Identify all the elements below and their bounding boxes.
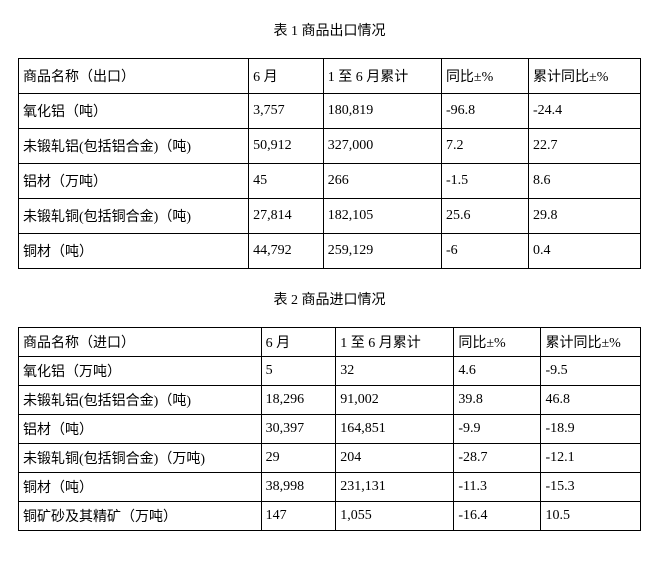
table-cell: 25.6 <box>441 199 528 234</box>
col-header: 累计同比±% <box>529 59 641 94</box>
table-cell: 266 <box>323 164 441 199</box>
table-cell: 38,998 <box>261 473 336 502</box>
table-cell: -9.5 <box>541 357 641 386</box>
table-cell: -6 <box>441 234 528 269</box>
col-header: 1 至 6 月累计 <box>323 59 441 94</box>
col-header: 商品名称（进口） <box>19 328 262 357</box>
table-cell: 未锻轧铜(包括铜合金)（万吨) <box>19 444 262 473</box>
table-cell: 18,296 <box>261 386 336 415</box>
table-cell: -16.4 <box>454 502 541 531</box>
table-cell: 164,851 <box>336 415 454 444</box>
table-row: 未锻轧铜(包括铜合金)（万吨)29204-28.7-12.1 <box>19 444 641 473</box>
table-cell: 氧化铝（万吨） <box>19 357 262 386</box>
table-cell: 44,792 <box>249 234 324 269</box>
table-row: 铝材（万吨）45266-1.58.6 <box>19 164 641 199</box>
table-cell: 231,131 <box>336 473 454 502</box>
table-cell: -15.3 <box>541 473 641 502</box>
export-table-body: 氧化铝（吨）3,757180,819-96.8-24.4未锻轧铝(包括铝合金)（… <box>19 94 641 269</box>
table-cell: 铜矿砂及其精矿（万吨） <box>19 502 262 531</box>
table-cell: 10.5 <box>541 502 641 531</box>
table-row: 铜矿砂及其精矿（万吨）1471,055-16.410.5 <box>19 502 641 531</box>
table-cell: -96.8 <box>441 94 528 129</box>
table-cell: 45 <box>249 164 324 199</box>
import-table: 商品名称（进口） 6 月 1 至 6 月累计 同比±% 累计同比±% 氧化铝（万… <box>18 327 641 531</box>
table-cell: -12.1 <box>541 444 641 473</box>
export-table: 商品名称（出口） 6 月 1 至 6 月累计 同比±% 累计同比±% 氧化铝（吨… <box>18 58 641 269</box>
table-cell: 50,912 <box>249 129 324 164</box>
table-cell: 铝材（万吨） <box>19 164 249 199</box>
table-cell: 29 <box>261 444 336 473</box>
table-cell: 7.2 <box>441 129 528 164</box>
col-header: 商品名称（出口） <box>19 59 249 94</box>
table-cell: 327,000 <box>323 129 441 164</box>
table-cell: 5 <box>261 357 336 386</box>
table-cell: -1.5 <box>441 164 528 199</box>
table-cell: 氧化铝（吨） <box>19 94 249 129</box>
table-cell: 27,814 <box>249 199 324 234</box>
table-cell: 未锻轧铜(包括铜合金)（吨) <box>19 199 249 234</box>
table-cell: 180,819 <box>323 94 441 129</box>
import-table-title: 表 2 商品进口情况 <box>18 289 641 309</box>
table-cell: -18.9 <box>541 415 641 444</box>
table-cell: 1,055 <box>336 502 454 531</box>
table-cell: 铜材（吨） <box>19 234 249 269</box>
table-cell: 182,105 <box>323 199 441 234</box>
table-row: 未锻轧铜(包括铜合金)（吨)27,814182,10525.629.8 <box>19 199 641 234</box>
table-cell: 8.6 <box>529 164 641 199</box>
table-row: 铝材（吨）30,397164,851-9.9-18.9 <box>19 415 641 444</box>
export-table-title: 表 1 商品出口情况 <box>18 20 641 40</box>
table-cell: 未锻轧铝(包括铝合金)（吨) <box>19 386 262 415</box>
table-cell: 22.7 <box>529 129 641 164</box>
table-cell: -24.4 <box>529 94 641 129</box>
table-cell: 铝材（吨） <box>19 415 262 444</box>
table-cell: 3,757 <box>249 94 324 129</box>
col-header: 同比±% <box>454 328 541 357</box>
table-cell: 29.8 <box>529 199 641 234</box>
table-row: 未锻轧铝(包括铝合金)（吨)50,912327,0007.222.7 <box>19 129 641 164</box>
table-row: 氧化铝（吨）3,757180,819-96.8-24.4 <box>19 94 641 129</box>
table-cell: 39.8 <box>454 386 541 415</box>
table-cell: 204 <box>336 444 454 473</box>
table-cell: 0.4 <box>529 234 641 269</box>
import-table-body: 氧化铝（万吨）5324.6-9.5未锻轧铝(包括铝合金)（吨)18,29691,… <box>19 357 641 531</box>
table-cell: -11.3 <box>454 473 541 502</box>
table-row: 未锻轧铝(包括铝合金)（吨)18,29691,00239.846.8 <box>19 386 641 415</box>
table-cell: 91,002 <box>336 386 454 415</box>
table-cell: 30,397 <box>261 415 336 444</box>
col-header: 同比±% <box>441 59 528 94</box>
table-cell: 4.6 <box>454 357 541 386</box>
table-row: 铜材（吨）38,998231,131-11.3-15.3 <box>19 473 641 502</box>
table-cell: 46.8 <box>541 386 641 415</box>
table-cell: 未锻轧铝(包括铝合金)（吨) <box>19 129 249 164</box>
table-cell: -28.7 <box>454 444 541 473</box>
table-header-row: 商品名称（进口） 6 月 1 至 6 月累计 同比±% 累计同比±% <box>19 328 641 357</box>
col-header: 累计同比±% <box>541 328 641 357</box>
table-header-row: 商品名称（出口） 6 月 1 至 6 月累计 同比±% 累计同比±% <box>19 59 641 94</box>
table-cell: 259,129 <box>323 234 441 269</box>
table-cell: 147 <box>261 502 336 531</box>
table-row: 氧化铝（万吨）5324.6-9.5 <box>19 357 641 386</box>
table-cell: 32 <box>336 357 454 386</box>
col-header: 6 月 <box>261 328 336 357</box>
table-cell: -9.9 <box>454 415 541 444</box>
table-row: 铜材（吨）44,792259,129-60.4 <box>19 234 641 269</box>
col-header: 1 至 6 月累计 <box>336 328 454 357</box>
col-header: 6 月 <box>249 59 324 94</box>
table-cell: 铜材（吨） <box>19 473 262 502</box>
